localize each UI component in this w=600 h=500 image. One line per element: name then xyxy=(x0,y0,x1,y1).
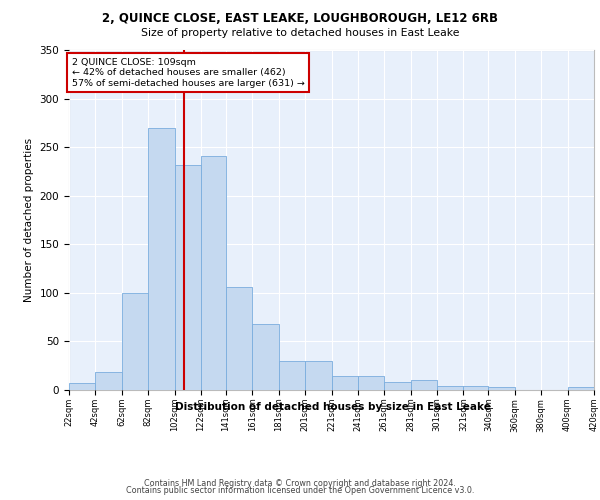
Bar xyxy=(305,361,332,390)
Text: Size of property relative to detached houses in East Leake: Size of property relative to detached ho… xyxy=(141,28,459,38)
Bar xyxy=(95,372,122,390)
Bar xyxy=(488,387,515,390)
Text: 2, QUINCE CLOSE, EAST LEAKE, LOUGHBOROUGH, LE12 6RB: 2, QUINCE CLOSE, EAST LEAKE, LOUGHBOROUG… xyxy=(102,12,498,26)
Bar xyxy=(358,376,384,390)
Bar xyxy=(437,386,463,390)
Text: Contains public sector information licensed under the Open Government Licence v3: Contains public sector information licen… xyxy=(126,486,474,495)
Bar xyxy=(568,387,594,390)
Bar xyxy=(226,287,253,390)
Text: Distribution of detached houses by size in East Leake: Distribution of detached houses by size … xyxy=(175,402,491,412)
Bar xyxy=(148,128,175,390)
Bar xyxy=(384,382,410,390)
Bar xyxy=(69,383,95,390)
Bar xyxy=(332,376,358,390)
Bar xyxy=(253,324,279,390)
Y-axis label: Number of detached properties: Number of detached properties xyxy=(24,138,34,302)
Text: Contains HM Land Registry data © Crown copyright and database right 2024.: Contains HM Land Registry data © Crown c… xyxy=(144,478,456,488)
Bar xyxy=(122,293,148,390)
Text: 2 QUINCE CLOSE: 109sqm
← 42% of detached houses are smaller (462)
57% of semi-de: 2 QUINCE CLOSE: 109sqm ← 42% of detached… xyxy=(71,58,305,88)
Bar xyxy=(201,156,226,390)
Bar xyxy=(463,386,488,390)
Bar xyxy=(279,361,305,390)
Bar xyxy=(410,380,437,390)
Bar xyxy=(175,164,201,390)
